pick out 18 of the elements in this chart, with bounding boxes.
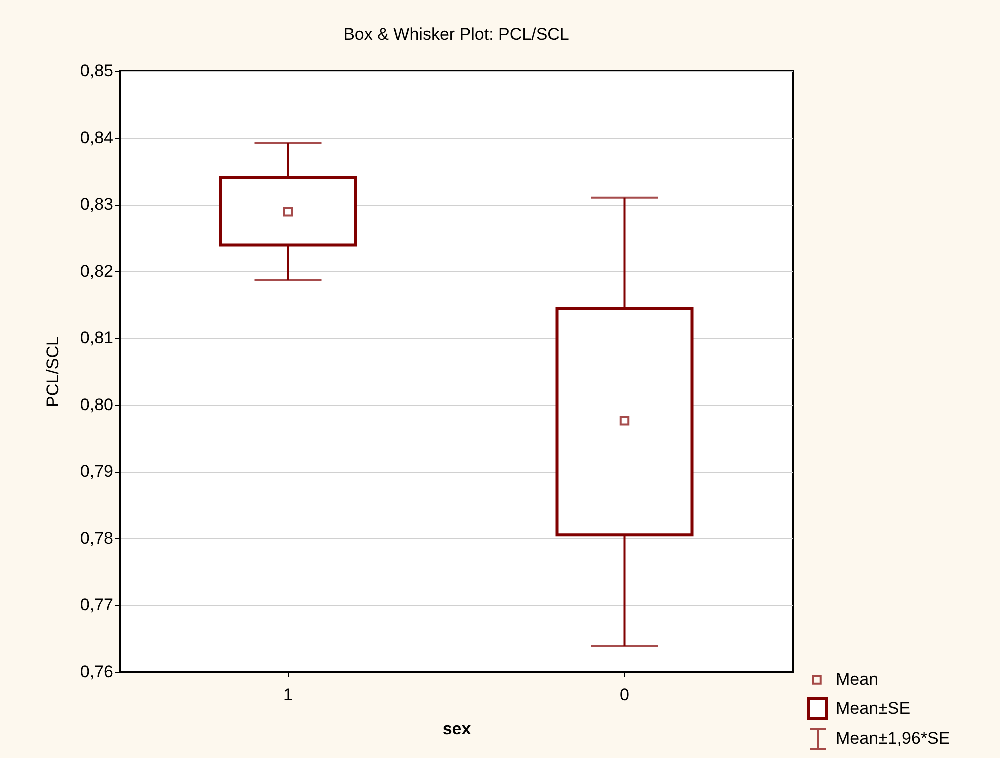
y-tick-label: 0,78 <box>80 528 114 548</box>
y-axis-title: PCL/SCL <box>43 336 62 408</box>
y-tick-label: 0,76 <box>80 662 114 682</box>
y-tick-label: 0,82 <box>80 262 114 281</box>
text: Mean±SE <box>836 699 911 718</box>
y-tick-label: 0,77 <box>80 596 114 615</box>
x-axis-title: sex <box>442 720 472 738</box>
text: Mean±1,96*SE <box>836 729 950 748</box>
x-tick-label: 1 <box>284 686 293 704</box>
y-tick-label: 0,80 <box>80 395 114 414</box>
y-tick-label: 0,79 <box>80 462 114 482</box>
y-tick-label: 0,85 <box>80 62 114 80</box>
text: Mean <box>836 670 879 689</box>
x-tick-label: 0 <box>620 686 630 704</box>
chart-title: Box & Whisker Plot: PCL/SCL <box>344 25 570 44</box>
y-tick-label: 0,81 <box>80 328 114 348</box>
y-tick-label: 0,83 <box>80 195 114 214</box>
y-tick-label: 0,84 <box>80 128 114 148</box>
